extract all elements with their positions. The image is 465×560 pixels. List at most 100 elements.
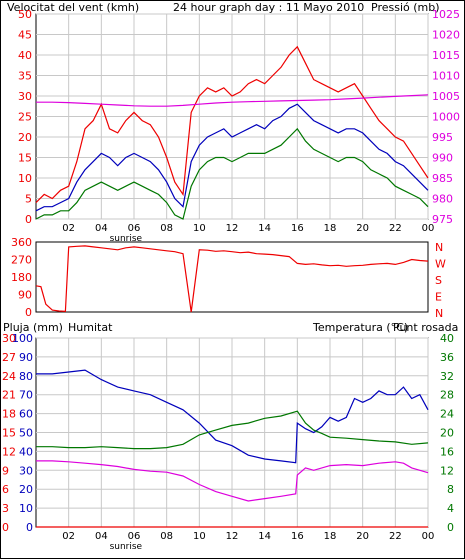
sunrise-marker: sunrise xyxy=(110,542,143,552)
direction-tick-label: 90 xyxy=(18,289,32,302)
wind-line-green xyxy=(35,127,429,220)
dewpoint-axis-label: Punt rosada xyxy=(393,321,458,334)
humidity-tick-label: 90 xyxy=(19,351,33,364)
temperature-tick-label: 0 xyxy=(447,521,454,534)
rain-axis-label: Pluja (mm) xyxy=(3,321,63,334)
hour-tick-label: 12 xyxy=(226,531,239,542)
compass-label: S xyxy=(435,274,442,287)
compass-label: W xyxy=(435,258,446,271)
pressure-line xyxy=(36,94,429,107)
hour-tick-label: 06 xyxy=(128,531,141,542)
humidity-tick-label: 50 xyxy=(19,427,33,440)
wind-tick-label: 0 xyxy=(25,213,32,226)
humidity-tick-label: 20 xyxy=(19,483,33,496)
wind-tick-label: 20 xyxy=(18,131,32,144)
temperature-tick-label: 32 xyxy=(440,370,454,383)
compass-label: N xyxy=(435,307,443,320)
hour-tick-label: 16 xyxy=(291,223,304,234)
hour-tick-label: 00 xyxy=(422,531,435,542)
hour-tick-label: 16 xyxy=(291,531,304,542)
wind-tick-label: 50 xyxy=(18,8,32,21)
hour-tick-label: 20 xyxy=(356,531,369,542)
direction-tick-label: 180 xyxy=(11,271,32,284)
temperature-tick-label: 20 xyxy=(440,427,454,440)
wind-line-blue xyxy=(35,103,429,212)
wind-tick-label: 45 xyxy=(18,29,32,42)
hour-tick-label: 08 xyxy=(160,531,173,542)
rain-tick-label: 30 xyxy=(2,332,16,345)
pressure-tick-label: 985 xyxy=(432,172,453,185)
hour-tick-label: 14 xyxy=(258,531,271,542)
wind-direction-line xyxy=(35,245,429,313)
hour-tick-label: 22 xyxy=(389,223,402,234)
direction-tick-label: 360 xyxy=(11,236,32,249)
temperature-tick-label: 24 xyxy=(440,408,454,421)
rain-tick-label: 18 xyxy=(2,408,16,421)
pressure-tick-label: 1000 xyxy=(432,111,460,124)
hour-tick-label: 00 xyxy=(422,223,435,234)
hour-tick-label: 10 xyxy=(193,531,206,542)
hour-tick-label: 06 xyxy=(128,223,141,234)
hour-tick-label: 02 xyxy=(62,531,75,542)
temperature-tick-label: 12 xyxy=(440,464,454,477)
humidity-tick-label: 40 xyxy=(19,445,33,458)
hour-tick-label: 12 xyxy=(226,223,239,234)
rain-tick-label: 27 xyxy=(2,351,16,364)
pressure-axis-label: Pressió (mb) xyxy=(371,1,440,14)
humidity-tick-label: 0 xyxy=(26,521,33,534)
hour-tick-label: 18 xyxy=(324,223,337,234)
wind-tick-label: 40 xyxy=(18,49,32,62)
hour-tick-label: 18 xyxy=(324,531,337,542)
hour-tick-label: 22 xyxy=(389,531,402,542)
pressure-tick-label: 1005 xyxy=(432,90,460,103)
pressure-tick-label: 1025 xyxy=(432,8,460,21)
temperature-tick-label: 36 xyxy=(440,351,454,364)
temperature-tick-label: 40 xyxy=(440,332,454,345)
wind-tick-label: 10 xyxy=(18,172,32,185)
hour-tick-label: 04 xyxy=(95,223,108,234)
humidity-tick-label: 30 xyxy=(19,464,33,477)
rain-tick-label: 12 xyxy=(2,445,16,458)
wind-tick-label: 5 xyxy=(25,193,32,206)
temperature-line xyxy=(36,410,429,450)
rain-tick-label: 6 xyxy=(2,483,9,496)
wind-tick-label: 35 xyxy=(18,70,32,83)
wind-tick-label: 30 xyxy=(18,90,32,103)
rain-tick-label: 0 xyxy=(2,521,9,534)
temperature-tick-label: 4 xyxy=(447,502,454,515)
hour-tick-label: 04 xyxy=(95,531,108,542)
temperature-tick-label: 16 xyxy=(440,445,454,458)
pressure-tick-label: 990 xyxy=(432,152,453,165)
compass-label: N xyxy=(435,241,443,254)
sunrise-marker: sunrise xyxy=(110,234,143,244)
hour-tick-label: 08 xyxy=(160,223,173,234)
rain-tick-label: 21 xyxy=(2,389,16,402)
pressure-tick-label: 995 xyxy=(432,131,453,144)
wind-tick-label: 25 xyxy=(18,111,32,124)
rain-tick-label: 9 xyxy=(2,464,9,477)
humidity-tick-label: 10 xyxy=(19,502,33,515)
pressure-tick-label: 1010 xyxy=(432,70,460,83)
direction-tick-label: 0 xyxy=(25,306,32,319)
humidity-axis-label: Humitat xyxy=(68,321,113,334)
rain-tick-label: 3 xyxy=(2,502,9,515)
hour-tick-label: 10 xyxy=(193,223,206,234)
humidity-line xyxy=(36,369,429,464)
rain-tick-label: 15 xyxy=(2,427,16,440)
temperature-tick-label: 8 xyxy=(447,483,454,496)
wind-direction-panel-frame xyxy=(35,241,429,313)
hour-tick-label: 20 xyxy=(356,223,369,234)
humidity-tick-label: 60 xyxy=(19,408,33,421)
wind-tick-label: 15 xyxy=(18,152,32,165)
humidity-tick-label: 70 xyxy=(19,389,33,402)
pressure-tick-label: 980 xyxy=(432,193,453,206)
hour-tick-label: 02 xyxy=(62,223,75,234)
compass-label: E xyxy=(435,291,442,304)
pressure-tick-label: 1020 xyxy=(432,29,460,42)
pressure-tick-label: 975 xyxy=(432,213,453,226)
temperature-axis-label: Temperatura (°C) xyxy=(312,321,408,334)
direction-tick-label: 270 xyxy=(11,254,32,267)
pressure-tick-label: 1015 xyxy=(432,49,460,62)
